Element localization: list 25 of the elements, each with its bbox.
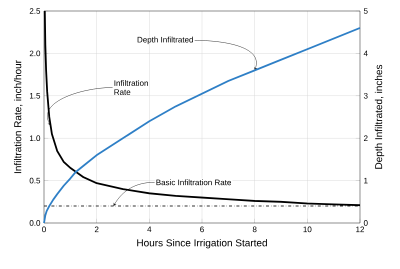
x-tick-label: 10 (303, 226, 312, 232)
y-tick-label: 2.5 (30, 8, 40, 14)
x-tick-label: 8 (252, 226, 257, 232)
y2-tick-label: 4 (364, 50, 368, 56)
y-axis-title: Infiltration Rate, inch/hour (14, 60, 22, 174)
x-axis-title: Hours Since Irrigation Started (137, 239, 267, 248)
y2-tick-label: 2 (364, 135, 368, 141)
x-tick-label: 6 (200, 226, 204, 232)
annotation: Infiltration Rate (114, 80, 148, 95)
y2-tick-label: 0 (364, 220, 368, 226)
y-tick-label: 1.0 (30, 135, 40, 142)
x-tick-label: 4 (147, 226, 152, 232)
y-tick-label: 0.0 (30, 220, 40, 226)
annotation: Depth Infiltrated (138, 36, 193, 44)
ref-line-label: Basic Infiltration Rate (156, 179, 232, 186)
x-tick-label: 12 (356, 226, 364, 232)
y2-tick-label: 5 (364, 8, 368, 14)
y2-tick-label: 3 (364, 92, 368, 99)
x-tick-label: 0 (42, 226, 46, 232)
y2-tick-label: 1 (364, 178, 368, 184)
y-tick-label: 1.5 (30, 93, 40, 99)
y-tick-label: 0.5 (30, 178, 40, 184)
y2-axis-title: Depth Infiltrated, inches (374, 64, 384, 169)
y-tick-label: 2.0 (30, 50, 40, 56)
x-tick-label: 2 (94, 226, 98, 232)
